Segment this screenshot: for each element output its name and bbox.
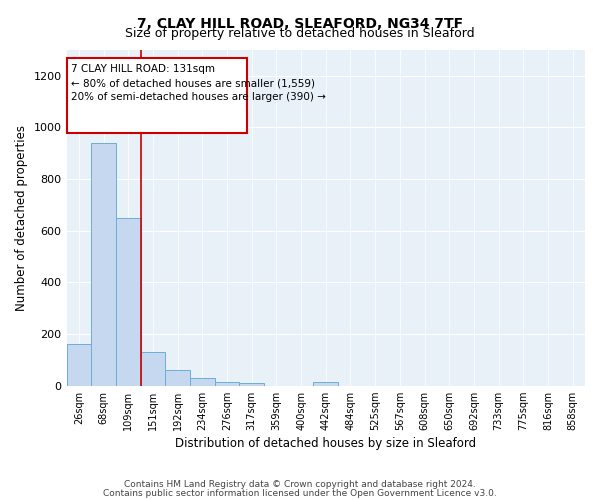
Bar xyxy=(165,370,190,386)
Bar xyxy=(215,382,239,386)
Bar xyxy=(239,382,264,386)
Bar xyxy=(116,218,140,386)
Text: Size of property relative to detached houses in Sleaford: Size of property relative to detached ho… xyxy=(125,28,475,40)
Bar xyxy=(313,382,338,386)
FancyBboxPatch shape xyxy=(67,58,247,132)
Text: 7 CLAY HILL ROAD: 131sqm
← 80% of detached houses are smaller (1,559)
20% of sem: 7 CLAY HILL ROAD: 131sqm ← 80% of detach… xyxy=(71,64,326,102)
Text: 7, CLAY HILL ROAD, SLEAFORD, NG34 7TF: 7, CLAY HILL ROAD, SLEAFORD, NG34 7TF xyxy=(137,18,463,32)
Bar xyxy=(91,143,116,386)
Bar xyxy=(67,344,91,386)
Text: Contains HM Land Registry data © Crown copyright and database right 2024.: Contains HM Land Registry data © Crown c… xyxy=(124,480,476,489)
Bar xyxy=(140,352,165,386)
Text: Contains public sector information licensed under the Open Government Licence v3: Contains public sector information licen… xyxy=(103,488,497,498)
Y-axis label: Number of detached properties: Number of detached properties xyxy=(15,125,28,311)
Bar xyxy=(190,378,215,386)
X-axis label: Distribution of detached houses by size in Sleaford: Distribution of detached houses by size … xyxy=(175,437,476,450)
